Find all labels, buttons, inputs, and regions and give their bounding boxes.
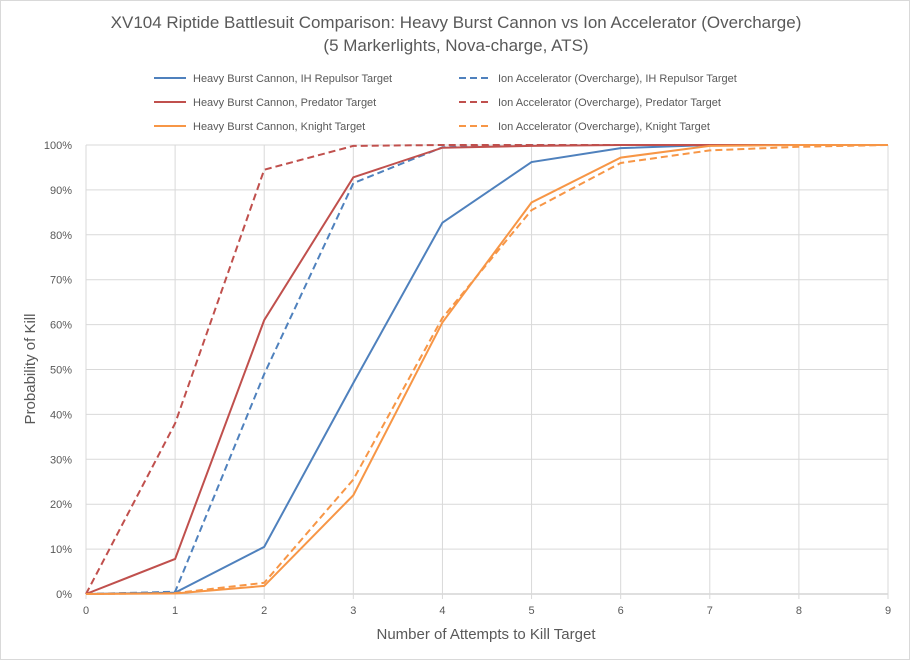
x-axis-label: Number of Attempts to Kill Target [377, 626, 597, 643]
series-line [85, 144, 888, 595]
legend-label: Heavy Burst Cannon, Predator Target [193, 97, 376, 109]
y-tick-label: 50% [50, 365, 72, 377]
x-tick-label: 9 [885, 605, 891, 617]
legend-label: Heavy Burst Cannon, IH Repulsor Target [193, 73, 392, 85]
x-tick-label: 0 [83, 605, 89, 617]
x-tick-label: 2 [261, 605, 267, 617]
y-tick-label: 10% [50, 544, 72, 556]
series-line [85, 144, 888, 595]
tick-labels: 0% 10% 20% 30% 40% 50% 60% 70% 80% 90% 100% 0 1 2 3 4 5 6… [44, 140, 891, 617]
y-tick-label: 60% [50, 320, 72, 332]
y-tick-label: 20% [50, 499, 72, 511]
x-tick-label: 8 [796, 605, 802, 617]
y-tick-label: 40% [50, 409, 72, 421]
x-tick-label: 3 [350, 605, 356, 617]
y-tick-label: 30% [50, 454, 72, 466]
legend-label: Ion Accelerator (Overcharge), Knight Tar… [498, 121, 710, 133]
y-tick-label: 0% [56, 589, 72, 601]
x-tick-label: 6 [618, 605, 624, 617]
x-tick-label: 7 [707, 605, 713, 617]
y-axis-label: Probability of Kill [22, 314, 39, 425]
series-line [85, 144, 889, 595]
y-tick-label: 80% [50, 230, 72, 242]
x-tick-label: 4 [439, 605, 445, 617]
legend: Heavy Burst Cannon, IH Repulsor Target Io… [154, 73, 737, 133]
y-tick-label: 70% [50, 275, 72, 287]
legend-label: Ion Accelerator (Overcharge), IH Repulso… [498, 73, 737, 85]
legend-label: Heavy Burst Cannon, Knight Target [193, 121, 365, 133]
series-lines [85, 144, 889, 595]
y-tick-label: 90% [50, 185, 72, 197]
gridlines [85, 144, 889, 599]
chart-subtitle: (5 Markerlights, Nova-charge, ATS) [323, 36, 588, 55]
x-tick-label: 5 [528, 605, 534, 617]
chart-title: XV104 Riptide Battlesuit Comparison: Hea… [111, 13, 802, 32]
x-tick-label: 1 [172, 605, 178, 617]
legend-label: Ion Accelerator (Overcharge), Predator T… [498, 97, 721, 109]
y-tick-label: 100% [44, 140, 72, 152]
